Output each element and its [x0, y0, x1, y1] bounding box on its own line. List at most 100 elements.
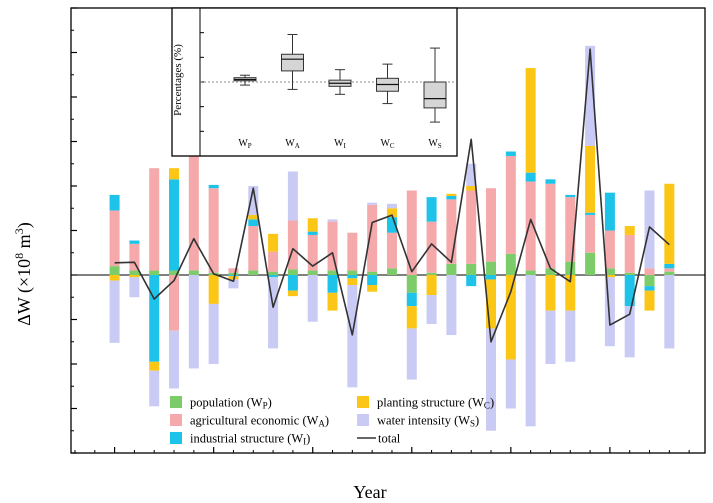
bar-agricultural-2011: [525, 181, 536, 271]
bar-industrial-2011: [525, 172, 536, 182]
bar-agricultural-1993: [169, 275, 180, 331]
legend-label-planting: planting structure (WC): [377, 396, 494, 411]
bar-industrial-2013: [565, 194, 576, 198]
inset-x-tick-label: WS: [428, 138, 441, 150]
legend-label-total: total: [378, 432, 401, 446]
bar-planting-2007: [446, 193, 457, 197]
legend-label-sub: P: [263, 401, 268, 411]
bar-planting-1995: [208, 275, 219, 304]
inset-x-tick-sub: P: [248, 142, 252, 150]
inset-x-tick-label: WI: [334, 138, 346, 150]
inset-frame: [171, 7, 458, 157]
bar-agricultural-2013: [565, 197, 576, 262]
bar-industrial-2007: [446, 196, 457, 200]
box-iqr: [423, 81, 447, 109]
bar-industrial-2002: [347, 275, 358, 279]
bar-planting-2011: [525, 68, 536, 173]
bar-water-2010: [505, 359, 516, 409]
bar-water-2007: [446, 275, 457, 336]
bar-agricultural-2015: [604, 230, 615, 269]
bar-agricultural-2014: [585, 214, 596, 253]
bar-agricultural-1998: [268, 251, 279, 272]
bar-planting-2006: [426, 275, 437, 296]
inset-x-tick-label: WC: [380, 138, 394, 150]
bar-water-1993: [169, 330, 180, 389]
bar-population-2008: [466, 263, 477, 275]
bar-industrial-2012: [545, 179, 556, 184]
inset-x-tick-main: W: [428, 138, 438, 149]
bar-water-1999: [287, 171, 298, 221]
bar-water-2001: [327, 219, 338, 222]
bar-water-1990: [109, 280, 120, 343]
bar-agricultural-2005: [406, 190, 417, 275]
bar-population-2011: [525, 270, 536, 275]
bar-planting-1998: [268, 233, 279, 252]
bar-water-2002: [347, 285, 358, 388]
bar-agricultural-1997: [248, 226, 259, 271]
bar-planting-1999: [287, 290, 298, 297]
bar-population-1999: [287, 269, 298, 275]
bar-population-1992: [149, 270, 160, 275]
legend-label-text: planting structure (W: [377, 396, 484, 410]
bar-planting-2008: [466, 186, 477, 191]
bar-industrial-2010: [505, 151, 516, 156]
bar-planting-2001: [327, 292, 338, 311]
bar-population-1998: [268, 271, 279, 275]
bar-water-1996: [228, 279, 239, 289]
bar-agricultural-2009: [486, 188, 497, 262]
bar-agricultural-2018: [664, 268, 675, 272]
legend-label-population: population (WP): [190, 396, 272, 411]
bar-water-2006: [426, 295, 437, 324]
legend-label-close: ): [325, 414, 329, 428]
bar-industrial-2000: [307, 231, 318, 235]
legend-label-text: water intensity (W: [377, 414, 470, 428]
bar-population-2000: [307, 270, 318, 275]
bar-industrial-1991: [129, 240, 140, 244]
bar-agricultural-1990: [109, 210, 120, 267]
bar-planting-2009: [486, 279, 497, 329]
legend-label-text: population (W: [190, 396, 263, 410]
bar-planting-2012: [545, 275, 556, 311]
inset-x-tick-main: W: [285, 138, 295, 149]
bar-water-2013: [565, 310, 576, 362]
inset-y-axis-label: Percentages (%): [172, 44, 184, 116]
bar-population-2007: [446, 263, 457, 275]
bar-industrial-2016: [624, 275, 635, 307]
legend-label-sub: S: [470, 419, 475, 429]
inset-x-tick-main: W: [334, 138, 344, 149]
bar-planting-2010: [505, 275, 516, 360]
inset-x-tick-label: WP: [238, 138, 251, 150]
bar-population-2002: [347, 270, 358, 275]
bar-agricultural-2017: [644, 268, 655, 275]
bar-planting-2015: [604, 275, 615, 278]
legend-swatch-population: [170, 396, 182, 408]
inset-x-tick-sub: C: [390, 142, 395, 150]
bar-water-2005: [406, 328, 417, 380]
legend-label-sub: I: [303, 437, 306, 447]
legend-swatch-industrial: [170, 432, 182, 444]
bar-agricultural-2007: [446, 199, 457, 264]
bar-water-2014: [585, 45, 596, 146]
legend-label-close: ): [268, 396, 272, 410]
bar-water-2008: [466, 163, 477, 186]
legend-label-text: industrial structure (W: [190, 432, 303, 446]
legend-label-agricultural: agricultural economic (WA): [190, 414, 329, 429]
bar-agricultural-2016: [624, 234, 635, 273]
bar-industrial-1992: [149, 275, 160, 362]
bar-population-1994: [188, 270, 199, 275]
bar-industrial-1997: [248, 219, 259, 227]
bar-planting-1991: [129, 275, 140, 278]
bar-population-1996: [228, 272, 239, 275]
total-line-layer: [114, 48, 670, 343]
bar-water-1992: [149, 370, 160, 407]
bar-water-1998: [268, 277, 279, 349]
bar-water-1997: [248, 186, 259, 215]
bar-agricultural-1996: [228, 268, 239, 273]
bar-planting-2003: [367, 285, 378, 292]
bar-water-1995: [208, 303, 219, 364]
bar-industrial-2009: [486, 275, 497, 280]
bar-agricultural-2012: [545, 183, 556, 269]
inset-x-tick-main: W: [380, 138, 390, 149]
